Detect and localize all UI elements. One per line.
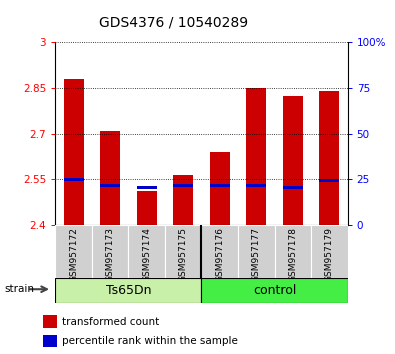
Bar [246, 88, 266, 225]
Bar [55, 278, 201, 303]
Bar [201, 278, 348, 303]
Bar [283, 185, 303, 189]
Text: strain: strain [4, 284, 34, 294]
Bar [275, 225, 311, 278]
Text: GSM957178: GSM957178 [288, 227, 297, 282]
Text: GSM957174: GSM957174 [142, 227, 151, 282]
Bar [137, 192, 157, 225]
Text: GSM957176: GSM957176 [215, 227, 224, 282]
Bar [137, 186, 157, 189]
Bar [100, 131, 120, 225]
Bar [165, 225, 201, 278]
Bar [43, 315, 57, 328]
Bar [100, 184, 120, 187]
Bar [128, 225, 165, 278]
Bar [201, 225, 238, 278]
Text: GSM957173: GSM957173 [105, 227, 115, 282]
Text: GSM957175: GSM957175 [179, 227, 188, 282]
Bar [319, 91, 339, 225]
Bar [55, 225, 92, 278]
Bar [173, 184, 193, 187]
Text: Ts65Dn: Ts65Dn [105, 284, 151, 297]
Bar [210, 153, 230, 225]
Bar [210, 184, 230, 187]
Bar [246, 184, 266, 187]
Bar [92, 225, 128, 278]
Text: GDS4376 / 10540289: GDS4376 / 10540289 [99, 16, 248, 30]
Bar [283, 96, 303, 225]
Bar [173, 175, 193, 225]
Text: transformed count: transformed count [62, 316, 159, 327]
Bar [238, 225, 275, 278]
Bar [319, 179, 339, 182]
Text: GSM957172: GSM957172 [69, 227, 78, 282]
Bar [43, 335, 57, 347]
Text: percentile rank within the sample: percentile rank within the sample [62, 336, 238, 346]
Bar [311, 225, 348, 278]
Text: GSM957177: GSM957177 [252, 227, 261, 282]
Text: GSM957179: GSM957179 [325, 227, 334, 282]
Text: control: control [253, 284, 296, 297]
Bar [64, 178, 84, 181]
Bar [64, 79, 84, 225]
